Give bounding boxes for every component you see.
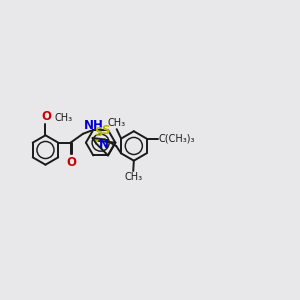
Text: O: O xyxy=(41,110,51,123)
Text: CH₃: CH₃ xyxy=(54,113,72,123)
Text: NH: NH xyxy=(84,119,104,132)
Text: CH₃: CH₃ xyxy=(108,118,126,128)
Text: S: S xyxy=(94,126,102,139)
Text: C(CH₃)₃: C(CH₃)₃ xyxy=(158,134,195,144)
Text: N: N xyxy=(98,138,109,151)
Text: S: S xyxy=(101,124,110,137)
Text: CH₃: CH₃ xyxy=(124,172,142,182)
Text: O: O xyxy=(67,156,77,169)
